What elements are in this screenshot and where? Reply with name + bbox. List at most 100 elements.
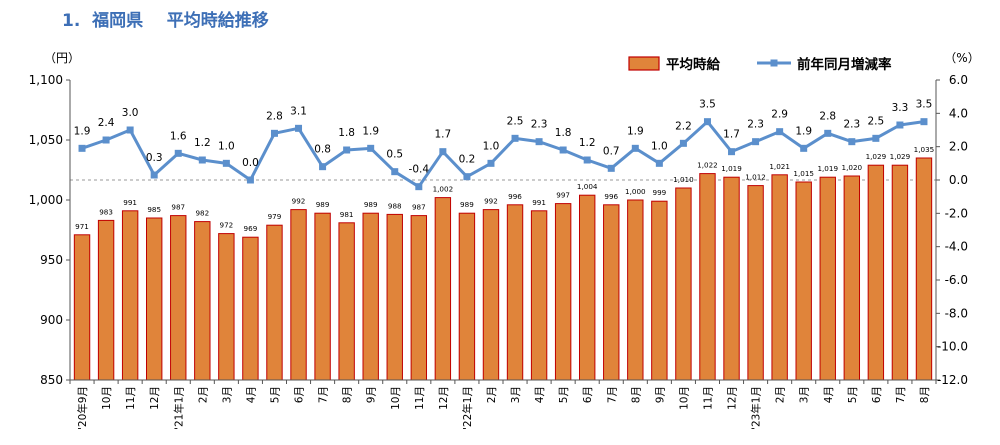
x-tick-label: 8月 [342, 386, 354, 403]
legend-bar-swatch [628, 56, 660, 71]
bar [410, 215, 428, 381]
line-value-label: 0.3 [146, 152, 163, 164]
bar-value-label: 1,029 [890, 152, 911, 161]
line-marker [270, 129, 278, 137]
x-tick-label: '22年1月 [461, 386, 474, 430]
line-value-label: 1.2 [579, 137, 596, 149]
x-tick-label: 3月 [510, 386, 522, 403]
line-marker [848, 138, 856, 146]
x-tick-label: 8月 [630, 386, 642, 403]
bar-value-label: 989 [364, 200, 378, 209]
left-tick-label: 950 [40, 253, 63, 267]
left-tick-label: 1,100 [29, 73, 63, 87]
x-tick-label: 3月 [221, 386, 233, 403]
line-value-label: 2.9 [771, 109, 788, 121]
legend-line-marker [770, 59, 778, 67]
right-tick-label: 0.0 [949, 173, 968, 187]
line-value-label: 1.8 [338, 127, 355, 139]
right-tick-label: -12.0 [937, 373, 968, 387]
line-marker [607, 164, 615, 172]
bar-value-label: 969 [244, 224, 258, 233]
x-tick-label: 3月 [799, 386, 811, 403]
line-value-label: 1.9 [627, 125, 644, 137]
bar-value-label: 999 [653, 188, 667, 197]
bar-value-label: 1,002 [433, 185, 454, 194]
x-tick-label: 11月 [414, 386, 426, 410]
bar [338, 222, 355, 381]
line-value-label: 1.7 [435, 129, 452, 141]
bar [915, 157, 933, 381]
x-tick-label: 6月 [582, 386, 594, 403]
right-tick-label: -2.0 [945, 206, 968, 220]
x-tick-label: 8月 [919, 386, 931, 403]
bar [699, 173, 716, 381]
bar [386, 213, 403, 381]
axes: 850 900 950 1,000 1,050 1,100 （円） -12.0 -10.0 -8.… [29, 51, 980, 430]
line-marker [920, 118, 928, 126]
line-marker [367, 144, 375, 152]
bar [747, 185, 764, 381]
line-marker [535, 138, 543, 146]
bar-value-label: 972 [220, 221, 234, 230]
bar-value-label: 1,004 [577, 182, 598, 191]
legend-line-label: 前年同月増減率 [797, 56, 892, 73]
x-tick-label: '20年9月 [76, 386, 89, 430]
bar-value-label: 1,029 [866, 152, 887, 161]
x-tick-label: 12月 [438, 386, 450, 410]
bar [506, 204, 524, 381]
bar [458, 212, 476, 381]
line-value-label: 0.2 [459, 154, 476, 166]
x-tick-label: 11月 [702, 386, 714, 410]
x-tick-label: 2月 [775, 386, 787, 403]
bar-value-label: 996 [508, 192, 522, 201]
bar [194, 221, 211, 381]
line-marker [872, 134, 880, 142]
line-marker [487, 159, 495, 167]
bar-value-label: 982 [195, 209, 209, 218]
bar [771, 174, 788, 381]
right-tick-label: -10.0 [937, 340, 968, 354]
line-value-label: -0.4 [409, 164, 430, 176]
line-value-label: 1.0 [483, 140, 500, 152]
growth-rate-line [81, 120, 925, 189]
bar [121, 210, 139, 381]
legend-bar-label: 平均時給 [666, 56, 720, 73]
x-tick-label: 2月 [486, 386, 498, 403]
bar-value-label: 1,015 [793, 169, 814, 178]
bar-value-label: 983 [99, 207, 113, 216]
line-marker [222, 159, 230, 167]
bar-value-label: 992 [292, 197, 306, 206]
line-value-label: 2.4 [98, 117, 115, 129]
x-tick-label: 4月 [534, 386, 546, 403]
line-value-label: 0.8 [314, 144, 331, 156]
bar [891, 164, 909, 381]
bar-value-label: 1,020 [842, 163, 863, 172]
bar-value-label: 981 [340, 210, 354, 219]
bar [651, 200, 668, 381]
bar-value-label: 1,022 [697, 161, 718, 170]
line-marker [679, 139, 687, 147]
x-tick-label: 7月 [318, 386, 330, 403]
bar [170, 215, 187, 381]
line-value-label: 1.8 [555, 127, 572, 139]
line-value-label: 1.7 [723, 129, 740, 141]
bar [314, 212, 331, 381]
bar [723, 176, 740, 381]
bar [554, 203, 572, 381]
line-value-label: 0.5 [386, 149, 403, 161]
line-marker [126, 126, 134, 134]
left-tick-label: 1,050 [29, 133, 63, 147]
line-value-label: 1.6 [170, 130, 187, 142]
bar-value-label: 985 [147, 205, 161, 214]
line-marker [559, 146, 567, 154]
x-tick-label: 2月 [197, 386, 209, 403]
line-series: 1.9 2.4 3.0 0.3 1.6 1.2 1.0 0.0 2.8 3.1 0.8 1.8 1.9 0… [74, 99, 932, 191]
line-value-label: 1.0 [218, 140, 235, 152]
right-tick-label: 4.0 [949, 106, 968, 120]
bar [603, 204, 620, 381]
line-marker [319, 163, 327, 171]
line-marker [295, 124, 303, 132]
line-value-label: 0.0 [242, 157, 259, 169]
x-tick-label: 4月 [823, 386, 835, 403]
line-value-label: 2.2 [675, 120, 692, 132]
